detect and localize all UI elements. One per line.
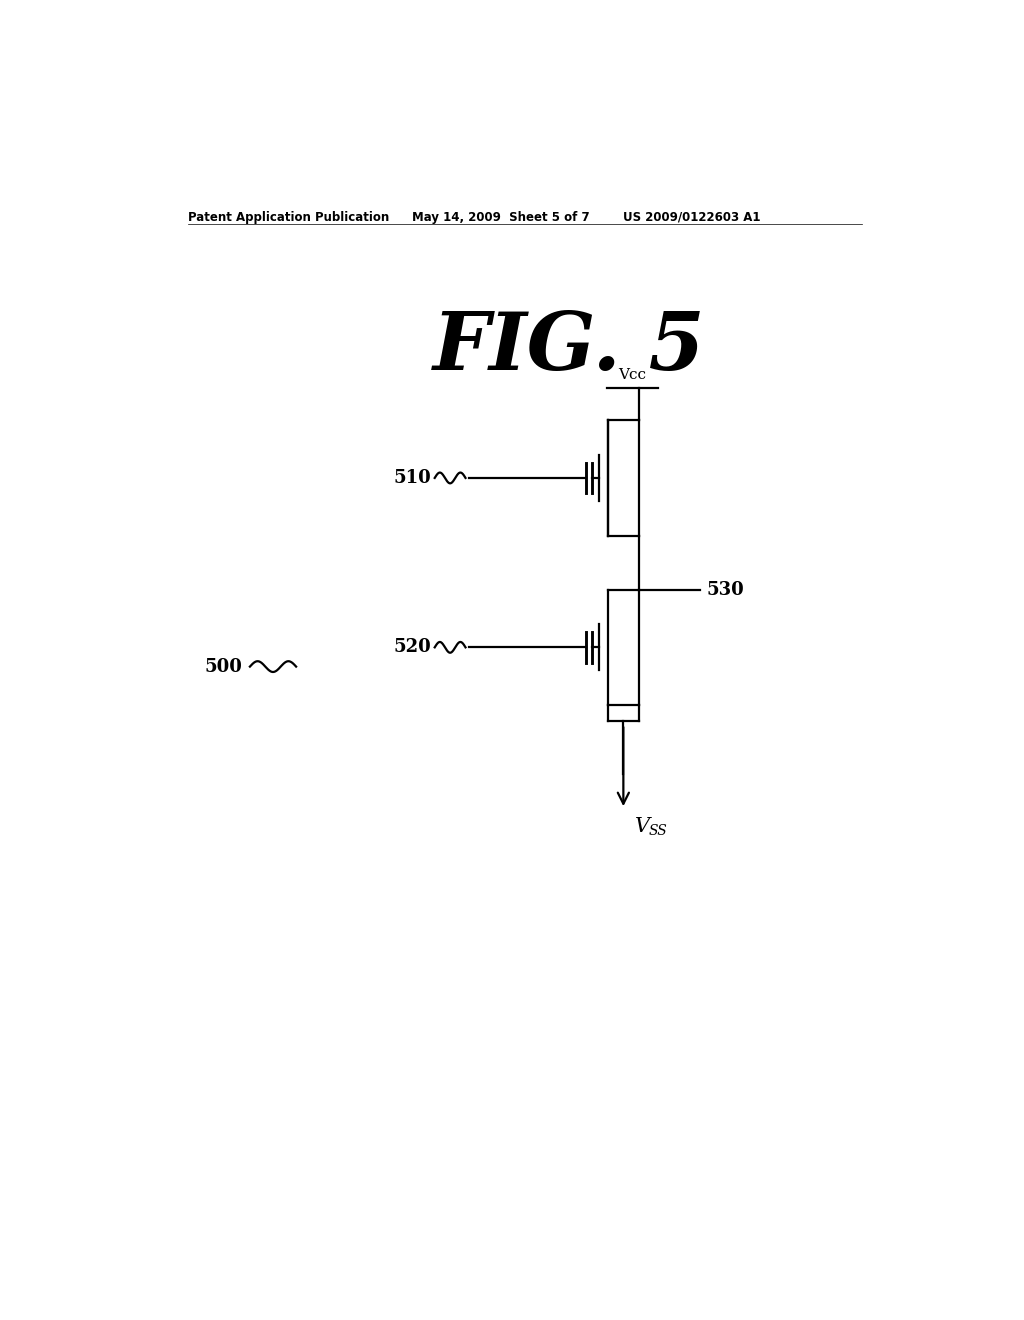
Text: May 14, 2009  Sheet 5 of 7: May 14, 2009 Sheet 5 of 7 <box>412 211 589 224</box>
Text: 530: 530 <box>707 581 744 598</box>
Text: V: V <box>635 817 650 836</box>
Text: Patent Application Publication: Patent Application Publication <box>188 211 389 224</box>
Text: 520: 520 <box>393 639 431 656</box>
Text: US 2009/0122603 A1: US 2009/0122603 A1 <box>624 211 761 224</box>
Text: FIG. 5: FIG. 5 <box>433 309 706 385</box>
Text: 500: 500 <box>205 657 243 676</box>
Text: Vcc: Vcc <box>618 368 646 381</box>
Text: 510: 510 <box>393 469 431 487</box>
Text: SS: SS <box>649 825 668 838</box>
